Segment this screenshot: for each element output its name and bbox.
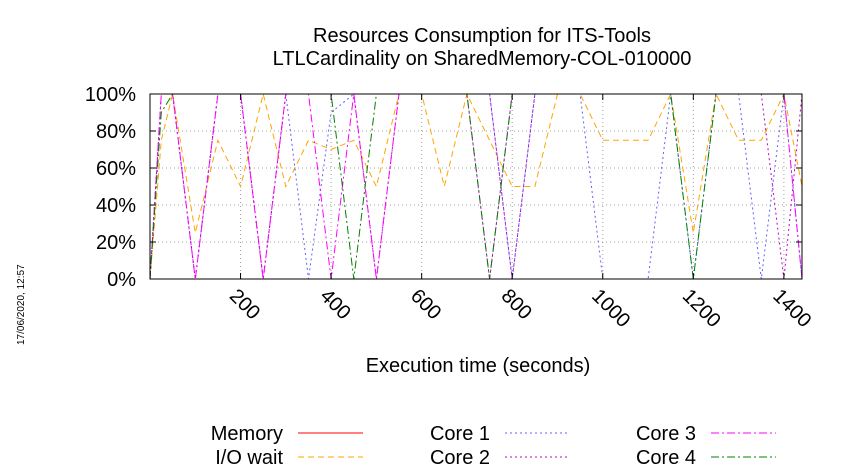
x-tick-label: 400 — [316, 285, 355, 324]
y-tick-label: 100% — [85, 84, 136, 106]
y-tick-label: 40% — [96, 195, 136, 217]
x-tick-label: 800 — [497, 285, 536, 324]
legend-label: Core 4 — [636, 447, 696, 469]
plot-frame — [149, 93, 803, 280]
legend-label: Memory — [211, 423, 283, 445]
y-tick-label: 0% — [107, 269, 136, 291]
legend-label: Core 3 — [636, 423, 696, 445]
x-tick-label: 600 — [406, 285, 445, 324]
y-tick-label: 20% — [96, 232, 136, 254]
x-tick-label: 1000 — [587, 285, 634, 332]
chart-title-line-2: LTLCardinality on SharedMemory-COL-01000… — [273, 48, 692, 70]
series-line-core-4 — [149, 93, 802, 280]
x-tick-label: 200 — [225, 285, 264, 324]
x-tick-label: 1200 — [678, 285, 725, 332]
legend-label: I/O wait — [215, 447, 283, 469]
ticks: 0% 20% 40% 60% 80% 100% 200 400 600 800 1000 1200 14… — [85, 84, 816, 332]
x-axis-label: Execution time (seconds) — [366, 355, 591, 377]
y-tick-label: 60% — [96, 158, 136, 180]
series-layer — [149, 92, 803, 280]
chart-title-line-1: Resources Consumption for ITS-Tools — [313, 25, 651, 47]
legend-label: Core 1 — [430, 423, 490, 445]
y-tick-label: 80% — [96, 121, 136, 143]
legend-label: Core 2 — [430, 447, 490, 469]
timestamp: 17/06/2020, 12:57 — [16, 264, 27, 345]
x-tick-label: 1400 — [768, 285, 815, 332]
